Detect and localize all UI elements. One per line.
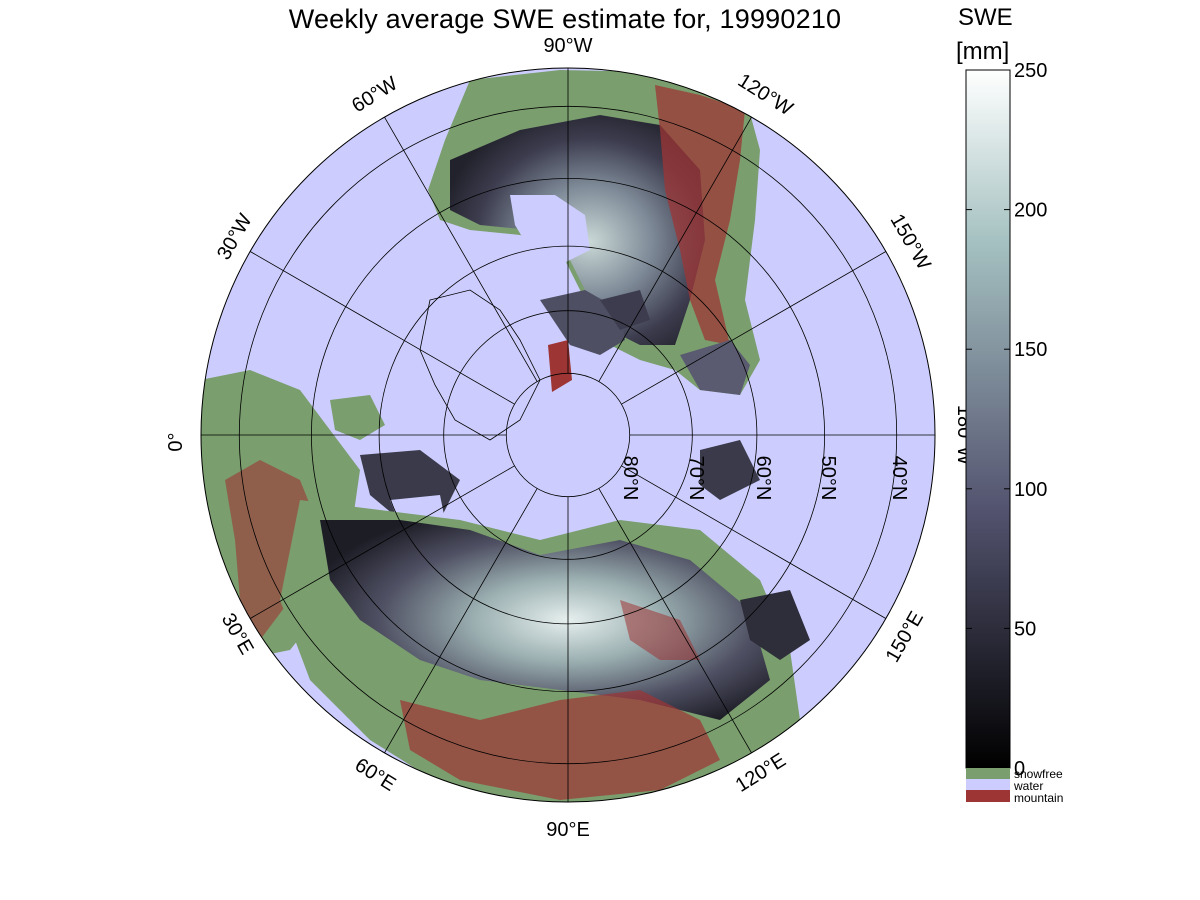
lon-label-90w: 90°W [543, 35, 592, 57]
meridians [201, 68, 935, 802]
colorbar-tick-label: 100 [1014, 479, 1047, 501]
alaska [680, 340, 750, 395]
colorbar-swatch-snowfree [966, 768, 1010, 779]
lat-label-50n: 50°N [817, 456, 839, 501]
meridian-line [598, 116, 752, 382]
siberian-mountains [620, 600, 700, 660]
lon-label-60w: 60°W [348, 73, 401, 118]
arctic-archipelago [540, 290, 625, 355]
meridian-line [249, 251, 515, 405]
latitude-labels: 80°N 70°N 60°N 50°N 40°N [619, 456, 910, 501]
colorbar: 0 50 100 150 200 250 snowfree water mountain [965, 60, 1063, 805]
colorbar-tick-label: 200 [1014, 200, 1047, 222]
victoria-island [600, 290, 650, 330]
colorbar-ticks: 0 50 100 150 200 250 [966, 60, 1047, 780]
colorbar-cat-water: water [1013, 779, 1043, 793]
lat-label-60n: 60°N [752, 456, 774, 501]
meridian-line [598, 488, 752, 754]
lat-label-40n: 40°N [888, 456, 910, 501]
map-boundary [200, 67, 936, 803]
colorbar-label-unit: [mm] [956, 38, 1010, 65]
hudson-bay [510, 195, 590, 265]
eurasia-swe [320, 520, 770, 720]
colorbar-label-swe: SWE [958, 4, 1013, 31]
colorbar-swatch-mountain [966, 790, 1010, 802]
figure-title: Weekly average SWE estimate for, 1999021… [288, 4, 842, 34]
meridian-line [249, 465, 515, 619]
meridian-line [384, 116, 538, 382]
greenland-outline [419, 289, 541, 441]
colorbar-swatch-water [966, 779, 1010, 790]
meridian-line [384, 488, 538, 754]
meridian-line [621, 465, 887, 619]
iceland [330, 395, 385, 440]
meridian-line [621, 251, 887, 405]
lon-label-0: 0° [165, 432, 187, 451]
lon-label-150e: 150°E [882, 608, 928, 666]
colorbar-cat-mountain: mountain [1014, 791, 1063, 805]
chukotka [700, 440, 760, 500]
colorbar-cat-snowfree: snowfree [1014, 767, 1063, 781]
ellesmere-mountains [548, 340, 572, 392]
lon-label-60e: 60°E [351, 754, 400, 796]
colorbar-tick-label: 250 [1014, 60, 1047, 82]
colorbar-tick-label: 50 [1014, 618, 1036, 640]
central-asia-mountains [400, 690, 720, 800]
lon-label-90e: 90°E [546, 819, 590, 841]
map-disc [201, 68, 935, 802]
lat-label-70n: 70°N [685, 456, 707, 501]
colorbar-tick-label: 150 [1014, 339, 1047, 361]
colorbar-gradient [965, 69, 1011, 769]
colorbar-tick-label: 0 [1014, 758, 1025, 780]
lat-label-80n: 80°N [619, 456, 641, 501]
alps-region [225, 460, 320, 640]
